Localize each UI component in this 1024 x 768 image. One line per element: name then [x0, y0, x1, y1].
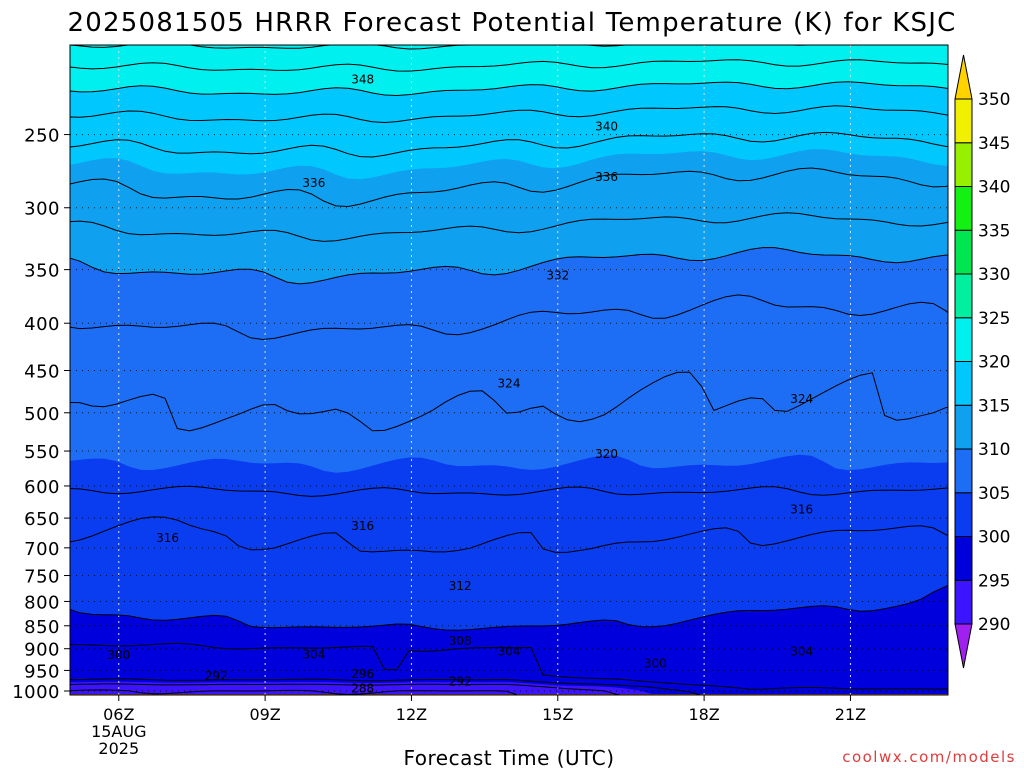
- y-tick-label-650: 650: [24, 509, 60, 530]
- isentrope-310: [70, 247, 948, 285]
- contour-label-324: 324: [498, 377, 521, 391]
- isentrope-318: [70, 105, 948, 124]
- colorbar-label-345: 345: [978, 134, 1010, 154]
- colorbar-swatch-325: [954, 273, 973, 319]
- colorbar-swatch-315: [954, 361, 973, 406]
- contour-label-316: 316: [156, 531, 179, 545]
- contour-label-348: 348: [351, 73, 374, 87]
- y-tick-label-350: 350: [24, 261, 60, 282]
- colorbar-label-320: 320: [978, 353, 1010, 373]
- contour-label-308: 308: [449, 634, 472, 648]
- contour-label-340: 340: [595, 119, 618, 133]
- contour-label-336: 336: [595, 170, 618, 184]
- chart-title: 2025081505 HRRR Forecast Potential Tempe…: [68, 8, 957, 38]
- isentrope-320: [70, 81, 948, 97]
- colorbar-swatch-330: [954, 229, 973, 275]
- contour-label-316: 316: [790, 502, 813, 516]
- isentrope-302: [70, 516, 948, 553]
- x-tick-sublabel: 15AUG: [91, 722, 146, 741]
- isentrope-324: [70, 45, 819, 50]
- colorbar-label-325: 325: [978, 309, 1010, 329]
- contour-label-320: 320: [595, 447, 618, 461]
- contour-label-288: 288: [351, 682, 374, 696]
- colorbar-label-295: 295: [978, 571, 1010, 591]
- isentrope-296: [70, 678, 704, 695]
- x-tick-label-09Z: 09Z: [249, 705, 280, 724]
- colorbar-swatch-295: [954, 536, 973, 581]
- y-tick-label-300: 300: [24, 199, 60, 220]
- contour-label-304: 304: [498, 644, 521, 658]
- site-credit: coolwx.com/models: [842, 748, 1016, 766]
- colorbar-swatch-345: [954, 98, 973, 144]
- isentrope-306: [70, 371, 948, 432]
- x-tick-label-12Z: 12Z: [396, 705, 427, 724]
- isentrope-312: [70, 212, 948, 242]
- x-axis-title: Forecast Time (UTC): [403, 746, 614, 768]
- contour-label-324: 324: [790, 392, 813, 406]
- y-tick-label-1000: 1000: [12, 682, 60, 703]
- contour-label-296: 296: [351, 667, 374, 681]
- contour-label-336: 336: [302, 176, 325, 190]
- colorbar-swatch-320: [954, 317, 973, 362]
- y-tick-label-850: 850: [24, 617, 60, 638]
- contour-label-292: 292: [449, 674, 472, 688]
- contour-label-300: 300: [107, 648, 130, 662]
- contour-label-304: 304: [790, 644, 813, 658]
- y-tick-label-800: 800: [24, 592, 60, 613]
- colorbar-top-arrow: [954, 54, 973, 100]
- y-tick-label-750: 750: [24, 567, 60, 588]
- x-tick-label-21Z: 21Z: [835, 705, 866, 724]
- contour-label-300: 300: [644, 657, 667, 671]
- isentrope-300: [70, 584, 948, 631]
- isentrope-292: [70, 689, 521, 695]
- colorbar-label-315: 315: [978, 396, 1010, 416]
- y-tick-label-500: 500: [24, 404, 60, 425]
- x-tick-label-18Z: 18Z: [688, 705, 719, 724]
- colorbar-label-310: 310: [978, 440, 1010, 460]
- isentrope-314: [70, 167, 948, 208]
- isentrope-290: [55, 702, 604, 713]
- contour-label-332: 332: [546, 268, 569, 282]
- colorbar-swatch-290: [954, 579, 973, 625]
- y-tick-label-400: 400: [24, 314, 60, 335]
- isentrope-298: [70, 642, 948, 690]
- colorbar-label-340: 340: [978, 178, 1010, 198]
- colorbar-bottom-arrow: [954, 623, 973, 669]
- y-tick-label-900: 900: [24, 640, 60, 661]
- y-tick-label-700: 700: [24, 539, 60, 560]
- isentrope-294: [70, 683, 623, 695]
- isentrope-316: [70, 131, 948, 158]
- colorbar-swatch-300: [954, 492, 973, 537]
- isentrope-308: [70, 294, 948, 341]
- y-tick-label-250: 250: [24, 126, 60, 147]
- contour-label-316: 316: [351, 519, 374, 533]
- colorbar-label-305: 305: [978, 484, 1010, 504]
- colorbar-swatch-305: [954, 448, 973, 494]
- isentrope-322: [70, 59, 948, 72]
- colorbar-swatch-335: [954, 186, 973, 231]
- x-tick-label-15Z: 15Z: [542, 705, 573, 724]
- contour-label-304: 304: [302, 647, 325, 661]
- colorbar-label-330: 330: [978, 265, 1010, 285]
- isentrope-304: [70, 485, 948, 497]
- colorbar-swatch-310: [954, 404, 973, 450]
- colorbar-label-350: 350: [978, 90, 1010, 110]
- contour-label-312: 312: [449, 579, 472, 593]
- y-tick-label-600: 600: [24, 477, 60, 498]
- colorbar-swatch-340: [954, 142, 973, 187]
- colorbar-label-300: 300: [978, 528, 1010, 548]
- colorbar-label-290: 290: [978, 615, 1010, 635]
- x-tick-sublabel: 2025: [98, 739, 139, 758]
- y-tick-label-450: 450: [24, 361, 60, 382]
- y-tick-label-550: 550: [24, 442, 60, 463]
- isentrope-334: [55, 0, 957, 4]
- contour-label-292: 292: [205, 669, 228, 683]
- colorbar-label-335: 335: [978, 221, 1010, 241]
- y-tick-label-950: 950: [24, 661, 60, 682]
- fill-band-300: [70, 585, 948, 695]
- x-tick-label-06Z: 06Z: [103, 705, 134, 724]
